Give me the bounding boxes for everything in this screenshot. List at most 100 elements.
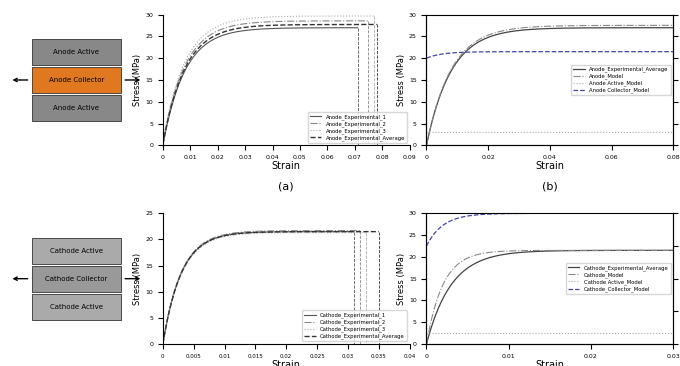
Cathode_Experimental_Average [375, 229, 383, 234]
Cathode_Experimental_2 [320, 228, 328, 233]
Cathode_Experimental_3 [256, 231, 265, 235]
Cathode_Collector_Model [556, 211, 564, 216]
Y-axis label: Stress (MPa): Stress (MPa) [397, 54, 406, 106]
Bar [32, 39, 121, 65]
Cathode_Experimental_Average [262, 230, 271, 234]
Anode_Experimental_3 [259, 15, 267, 19]
Cathode_Experimental_1 [345, 229, 354, 234]
Bar [32, 238, 121, 264]
Anode_Experimental_3 [364, 14, 373, 18]
Bar [32, 294, 121, 320]
Line: Anode Collector_Model: Anode Collector_Model [426, 52, 673, 58]
Cathode_Model [625, 248, 633, 253]
Anode_Model [625, 23, 633, 27]
Anode_Experimental_Average [422, 143, 430, 147]
Anode_Model [663, 23, 671, 27]
Anode_Model [556, 24, 564, 28]
Line: Cathode_Collector_Model: Cathode_Collector_Model [426, 213, 673, 246]
Cathode Active_Model [669, 331, 677, 335]
Line: Cathode_Experimental_2: Cathode_Experimental_2 [163, 231, 360, 344]
Anode_Experimental_Average [158, 142, 167, 147]
Text: Cathode Active: Cathode Active [50, 247, 103, 254]
Cathode_Experimental_2 [276, 228, 284, 233]
Line: Anode_Experimental_Average: Anode_Experimental_Average [163, 25, 377, 145]
Anode_Experimental_Average [663, 26, 671, 30]
Anode Collector_Model [625, 49, 633, 54]
Anode_Experimental_2 [360, 19, 368, 23]
Anode Active_Model [625, 130, 633, 134]
Anode_Experimental_Average [262, 23, 270, 28]
Cathode_Experimental_1 [316, 229, 324, 234]
Anode_Experimental_2 [158, 141, 167, 145]
Anode_Experimental_2 [281, 19, 289, 23]
Cathode_Experimental_3 [269, 231, 277, 235]
Anode Collector_Model [539, 49, 547, 54]
Cathode_Experimental_3 [326, 231, 334, 235]
Line: Cathode_Experimental_1: Cathode_Experimental_1 [163, 232, 354, 344]
Bar [32, 266, 121, 292]
Line: Anode_Model: Anode_Model [426, 25, 673, 145]
Cathode_Experimental_2 [266, 229, 274, 233]
Anode_Model [569, 23, 577, 28]
Line: Cathode_Experimental_Average: Cathode_Experimental_Average [426, 250, 673, 344]
X-axis label: Strain: Strain [272, 161, 301, 171]
Cathode_Collector_Model [569, 211, 577, 216]
Legend: Anode_Experimental_Average, Anode_Model, Anode Active_Model, Anode Collector_Mod: Anode_Experimental_Average, Anode_Model,… [571, 64, 670, 96]
Anode Active_Model [569, 130, 577, 134]
Anode Collector_Model [556, 49, 564, 54]
Cathode_Experimental_Average [556, 249, 564, 253]
Cathode Active_Model [556, 331, 564, 335]
Cathode_Collector_Model [539, 211, 547, 216]
Text: Anode Active: Anode Active [54, 49, 99, 55]
Anode Collector_Model [569, 49, 577, 54]
Cathode_Collector_Model [669, 211, 677, 216]
Cathode_Experimental_1 [273, 230, 281, 234]
Anode Active_Model [663, 130, 671, 134]
Cathode Active_Model [569, 331, 577, 335]
Cathode_Experimental_2 [252, 229, 260, 234]
Cathode_Experimental_Average [158, 342, 167, 346]
Bar [32, 67, 121, 93]
Cathode_Experimental_Average [422, 342, 430, 346]
Text: (a): (a) [278, 182, 294, 192]
Cathode_Experimental_2 [158, 341, 167, 346]
Anode_Experimental_2 [256, 20, 265, 25]
Anode_Experimental_Average [569, 26, 577, 30]
Anode_Experimental_1 [251, 27, 259, 31]
Anode_Experimental_2 [270, 19, 278, 24]
Anode Active_Model [669, 130, 677, 134]
Cathode_Experimental_2 [254, 229, 262, 234]
Cathode_Experimental_Average [287, 229, 295, 234]
Anode Active_Model [556, 130, 564, 134]
Cathode Active_Model [422, 331, 430, 335]
Anode_Experimental_Average [625, 26, 633, 30]
Cathode_Experimental_Average [541, 249, 549, 253]
Cathode_Collector_Model [422, 244, 430, 248]
Text: Anode Collector: Anode Collector [49, 77, 104, 83]
Cathode_Experimental_2 [352, 228, 360, 233]
Cathode_Model [569, 248, 577, 253]
Cathode_Experimental_3 [280, 231, 288, 235]
Cathode Active_Model [541, 331, 549, 335]
Anode_Model [422, 143, 430, 147]
Line: Cathode_Model: Cathode_Model [426, 250, 673, 344]
Anode_Experimental_Average [539, 26, 547, 31]
Anode_Experimental_Average [334, 22, 342, 27]
Cathode_Experimental_Average [539, 249, 547, 253]
Anode Collector_Model [669, 49, 677, 54]
Cathode_Experimental_1 [251, 230, 259, 235]
Legend: Anode_Experimental_1, Anode_Experimental_2, Anode_Experimental_3, Anode_Experime: Anode_Experimental_1, Anode_Experimental… [307, 112, 407, 143]
Anode_Experimental_3 [260, 15, 269, 19]
Anode_Experimental_1 [349, 26, 357, 30]
Anode_Experimental_1 [354, 26, 362, 30]
Anode Active_Model [422, 130, 430, 134]
Cathode_Experimental_1 [350, 229, 358, 234]
Cathode_Model [541, 248, 549, 253]
X-axis label: Strain: Strain [535, 161, 564, 171]
Cathode_Model [422, 342, 430, 346]
Y-axis label: Stress (MPa): Stress (MPa) [397, 253, 406, 305]
Anode_Experimental_2 [364, 19, 373, 23]
X-axis label: Strain: Strain [272, 360, 301, 366]
Anode_Experimental_Average [286, 23, 294, 27]
Cathode_Experimental_Average [261, 230, 269, 234]
